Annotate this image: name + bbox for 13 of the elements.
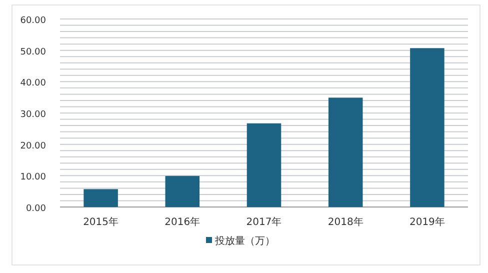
x-tick-label: 2016年	[164, 216, 200, 228]
y-tick-label: 10.00	[20, 172, 46, 183]
x-tick-label: 2019年	[409, 216, 445, 228]
x-tick-label: 2015年	[83, 216, 119, 228]
legend-label: 投放量（万）	[214, 235, 275, 247]
y-tick-label: 60.00	[20, 16, 46, 26]
y-tick-label: 0.00	[26, 204, 46, 214]
x-tick-label: 2018年	[328, 216, 364, 228]
y-tick-label: 20.00	[20, 141, 46, 152]
y-tick-label: 40.00	[20, 78, 46, 89]
x-tick-label: 2017年	[246, 216, 282, 228]
y-tick-label: 30.00	[20, 110, 46, 120]
y-tick-label: 50.00	[20, 47, 46, 58]
